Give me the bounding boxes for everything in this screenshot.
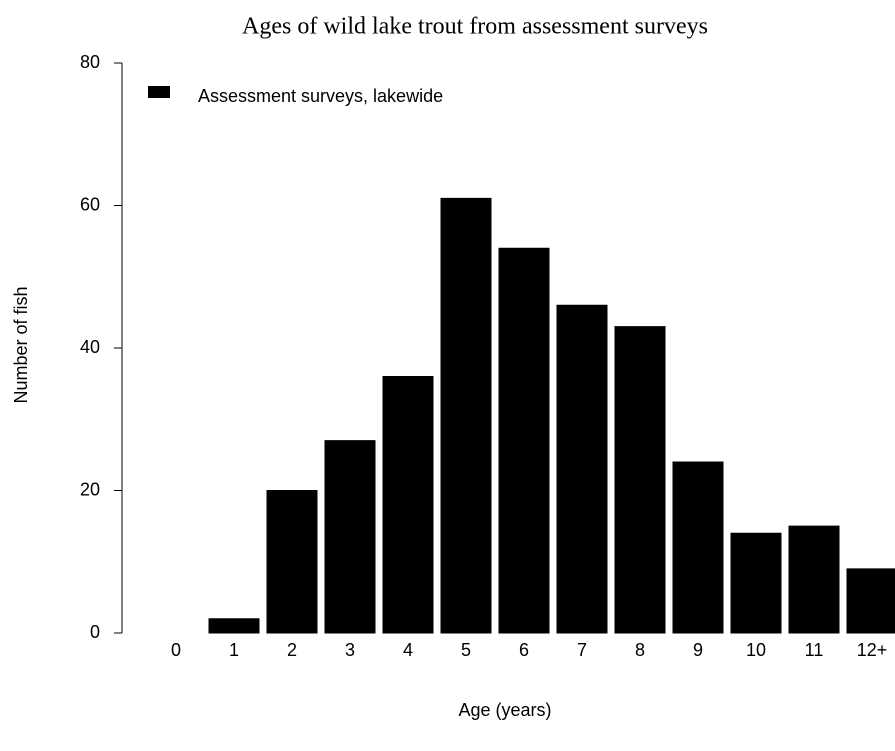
x-tick-label: 9 bbox=[693, 640, 703, 660]
y-tick-label: 40 bbox=[80, 337, 100, 357]
y-tick-label: 20 bbox=[80, 479, 100, 499]
x-tick-label: 1 bbox=[229, 640, 239, 660]
x-tick-label: 5 bbox=[461, 640, 471, 660]
bar bbox=[846, 568, 895, 634]
x-tick-label: 10 bbox=[746, 640, 766, 660]
bar bbox=[382, 376, 434, 634]
bar bbox=[208, 618, 260, 634]
bar bbox=[672, 461, 724, 634]
x-tick-label: 8 bbox=[635, 640, 645, 660]
bar bbox=[730, 532, 782, 634]
x-axis-label: Age (years) bbox=[458, 700, 551, 720]
y-tick-label: 80 bbox=[80, 52, 100, 72]
y-axis-label: Number of fish bbox=[11, 286, 31, 403]
x-tick-label: 3 bbox=[345, 640, 355, 660]
bar bbox=[556, 304, 608, 634]
x-tick-label: 6 bbox=[519, 640, 529, 660]
bar bbox=[614, 326, 666, 634]
x-tick-label: 12+ bbox=[857, 640, 888, 660]
x-tick-label: 4 bbox=[403, 640, 413, 660]
x-tick-label: 0 bbox=[171, 640, 181, 660]
x-tick-label: 7 bbox=[577, 640, 587, 660]
x-tick-label: 11 bbox=[805, 640, 824, 660]
legend-swatch bbox=[148, 86, 170, 98]
x-tick-label: 2 bbox=[287, 640, 297, 660]
bar bbox=[266, 490, 318, 634]
y-tick-label: 0 bbox=[90, 622, 100, 642]
bar bbox=[788, 525, 840, 634]
bar bbox=[324, 440, 376, 634]
bar bbox=[498, 247, 550, 634]
chart-title: Ages of wild lake trout from assessment … bbox=[242, 14, 708, 40]
y-tick-label: 60 bbox=[80, 194, 100, 214]
legend-label: Assessment surveys, lakewide bbox=[198, 86, 443, 106]
bar bbox=[440, 197, 492, 634]
